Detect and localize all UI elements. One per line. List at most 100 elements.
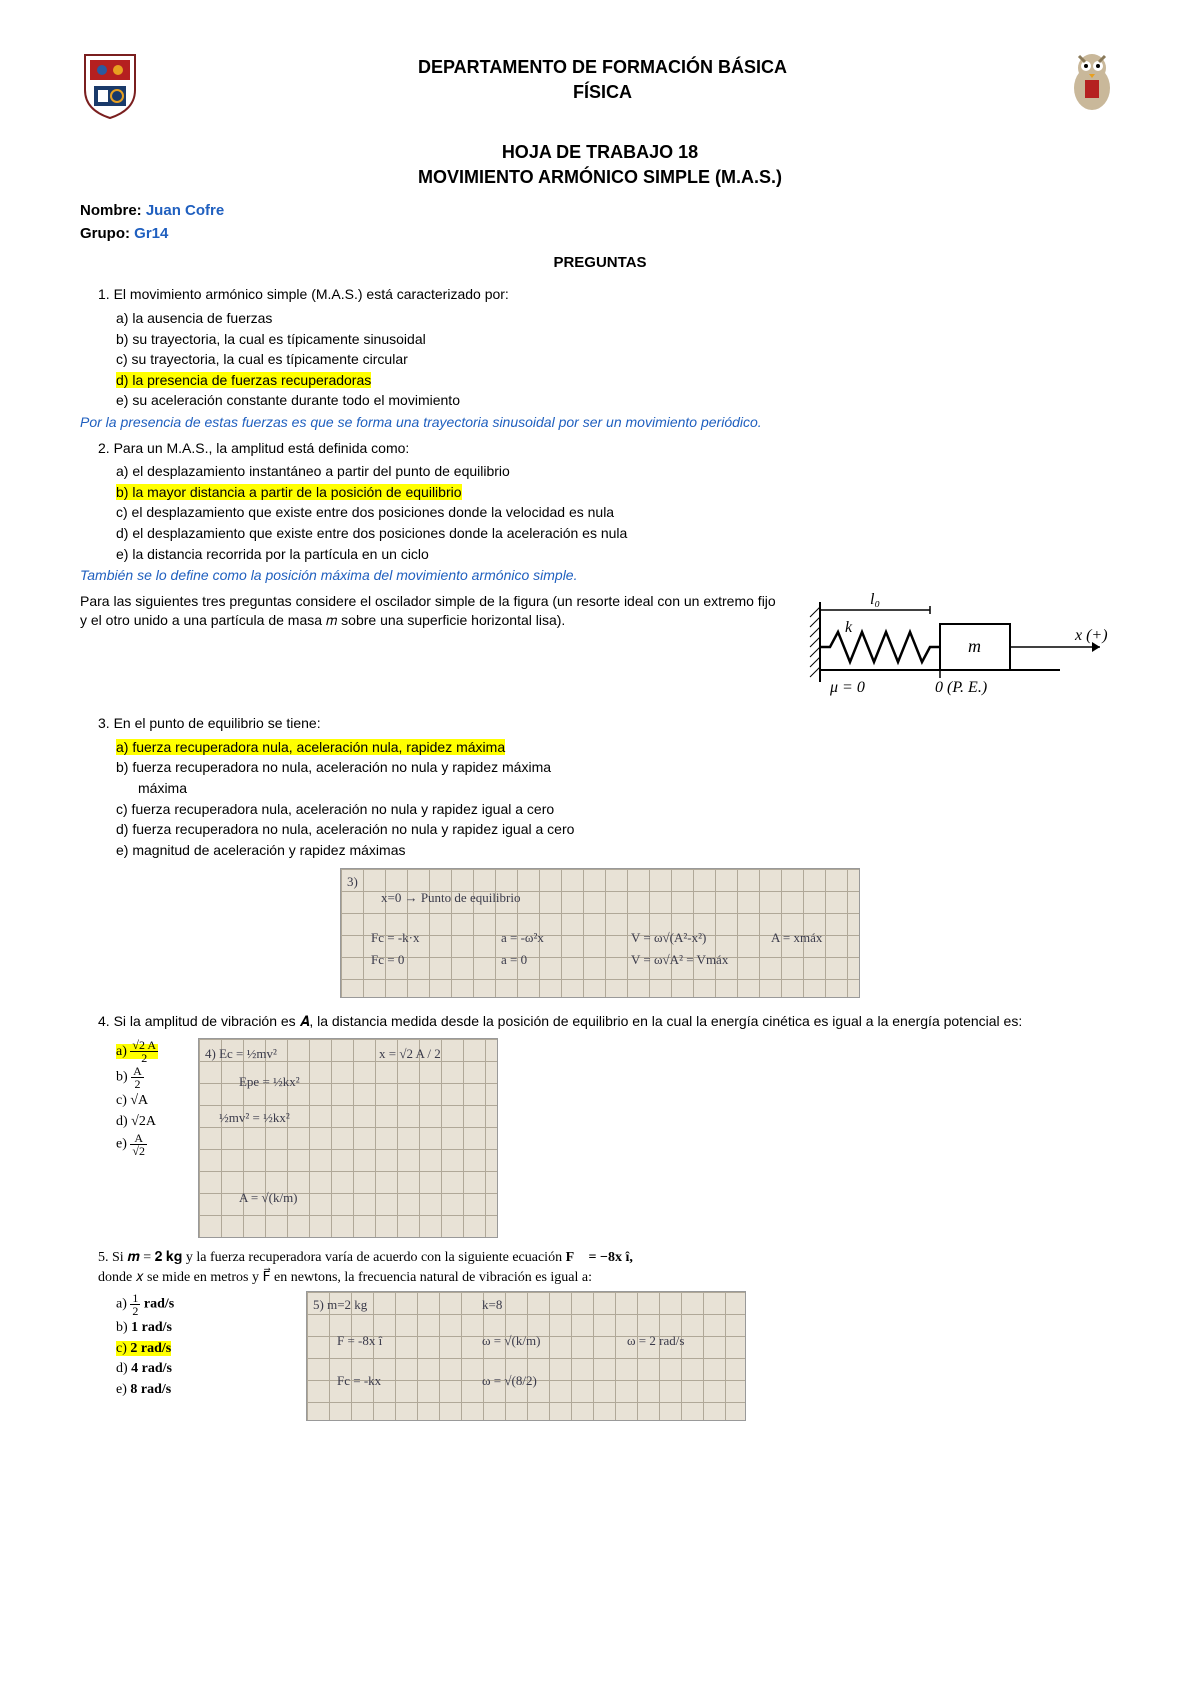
q2-opt-d: d) el desplazamiento que existe entre do… — [116, 524, 1120, 544]
q2-opt-b: b) la mayor distancia a partir de la pos… — [116, 483, 1120, 503]
context-block: Para las siguientes tres preguntas consi… — [80, 592, 1120, 709]
svg-text:x (+): x (+) — [1074, 627, 1108, 644]
svg-text:0 (P. E.): 0 (P. E.) — [935, 679, 987, 696]
q1-opt-e: e) su aceleración constante durante todo… — [116, 391, 1120, 411]
svg-text:μ = 0: μ = 0 — [829, 679, 865, 696]
handwork-4: 4) Ec = ½mv² Epe = ½kx² ½mv² = ½kx² x = … — [198, 1038, 498, 1238]
w5-6: ω = √(8/2) — [482, 1372, 537, 1390]
q5-opt-d: d) 4 rad/s — [116, 1359, 256, 1379]
w3-6: a = 0 — [501, 951, 527, 969]
w3-8: V = ω√A² = Vmáx — [631, 951, 728, 969]
q5-eq: F⃗ = −8x î, — [566, 1250, 633, 1265]
q5-opt-a: a) 12 rad/s — [116, 1292, 256, 1317]
context-text: Para las siguientes tres preguntas consi… — [80, 592, 780, 631]
w3-7: V = ω√(A²-x²) — [631, 929, 706, 947]
question-5: 5. Si 𝒎 = 𝟐 𝐤𝐠 y la fuerza recuperadora … — [98, 1248, 1120, 1287]
question-1: 1. El movimiento armónico simple (M.A.S.… — [98, 285, 1120, 305]
w5-4: k=8 — [482, 1296, 502, 1314]
w4-1: 4) Ec = ½mv² — [205, 1045, 277, 1063]
q3-opt-e: e) magnitud de aceleración y rapidez máx… — [116, 841, 1120, 861]
q4-text: Si la amplitud de vibración es 𝑨, la dis… — [114, 1013, 1023, 1029]
q2-opt-e: e) la distancia recorrida por la partícu… — [116, 545, 1120, 565]
q1-opt-d: d) la presencia de fuerzas recuperadoras — [116, 371, 1120, 391]
q4-row: a) √2 A2 b) A2 c) √A d) √2A e) A√2 4) Ec… — [80, 1038, 1120, 1238]
q5-options: a) 12 rad/s b) 1 rad/s c) 2 rad/s d) 4 r… — [116, 1291, 256, 1400]
q1-opt-c: c) su trayectoria, la cual es típicament… — [116, 350, 1120, 370]
title-line2: MOVIMIENTO ARMÓNICO SIMPLE (M.A.S.) — [80, 165, 1120, 190]
question-4: 4. Si la amplitud de vibración es 𝑨, la … — [98, 1012, 1120, 1032]
q2-options: a) el desplazamiento instantáneo a parti… — [116, 462, 1120, 564]
q2-opt-a: a) el desplazamiento instantáneo a parti… — [116, 462, 1120, 482]
w3-2: x=0 → Punto de equilibrio — [381, 889, 521, 907]
q2-num: 2. — [98, 440, 110, 456]
q2-opt-c: c) el desplazamiento que existe entre do… — [116, 503, 1120, 523]
w4-2: Epe = ½kx² — [239, 1073, 300, 1091]
w5-3: Fc = -kx — [337, 1372, 381, 1390]
dept-title: DEPARTAMENTO DE FORMACIÓN BÁSICA — [140, 55, 1065, 80]
w5-7: ω = 2 rad/s — [627, 1332, 684, 1350]
owl-mascot-icon — [1065, 50, 1120, 115]
q3-num: 3. — [98, 715, 110, 731]
w4-3: ½mv² = ½kx² — [219, 1109, 290, 1127]
q1-opt-a: a) la ausencia de fuerzas — [116, 309, 1120, 329]
handwork-5: 5) m=2 kg F = -8x î Fc = -kx k=8 ω = √(k… — [306, 1291, 746, 1421]
question-3: 3. En el punto de equilibrio se tiene: — [98, 714, 1120, 734]
w3-5: a = -ω²x — [501, 929, 544, 947]
handwork-3: 3) x=0 → Punto de equilibrio Fc = -k·x F… — [340, 868, 860, 998]
q2-text: Para un M.A.S., la amplitud está definid… — [114, 440, 410, 456]
q5-opt-e: e) 8 rad/s — [116, 1380, 256, 1400]
w5-2: F = -8x î — [337, 1332, 382, 1350]
section-heading: PREGUNTAS — [80, 252, 1120, 273]
group-label: Grupo: — [80, 225, 130, 242]
svg-text:k: k — [845, 619, 853, 636]
subject-title: FÍSICA — [140, 80, 1065, 105]
w3-9: A = xmáx — [771, 929, 822, 947]
q5-row: a) 12 rad/s b) 1 rad/s c) 2 rad/s d) 4 r… — [80, 1291, 1120, 1421]
q5-opt-c: c) 2 rad/s — [116, 1339, 256, 1359]
q1-num: 1. — [98, 286, 110, 302]
student-group: Grupo: Gr14 — [80, 223, 1120, 244]
q3-text: En el punto de equilibrio se tiene: — [114, 715, 321, 731]
q4-opt-a: a) √2 A2 — [116, 1039, 158, 1064]
w4-4: x = √2 A / 2 — [379, 1045, 441, 1063]
q3-opt-a: a) fuerza recuperadora nula, aceleración… — [116, 738, 1120, 758]
w3-1: 3) — [347, 873, 358, 891]
q2-explain: También se lo define como la posición má… — [80, 566, 1120, 586]
q3-opt-d: d) fuerza recuperadora no nula, acelerac… — [116, 820, 1120, 840]
q4-opt-d: d) √2A — [116, 1112, 158, 1132]
q1-opt-b: b) su trayectoria, la cual es típicament… — [116, 330, 1120, 350]
q4-opt-b: b) A2 — [116, 1065, 158, 1090]
q4-opt-c: c) √A — [116, 1091, 158, 1111]
w3-4: Fc = 0 — [371, 951, 404, 969]
q4-options: a) √2 A2 b) A2 c) √A d) √2A e) A√2 — [116, 1038, 158, 1158]
q1-options: a) la ausencia de fuerzas b) su trayecto… — [116, 309, 1120, 411]
q5-opt-b: b) 1 rad/s — [116, 1318, 256, 1338]
q3-opt-b-cont: máxima — [138, 779, 1120, 799]
title-line1: HOJA DE TRABAJO 18 — [80, 140, 1120, 165]
q3-options: a) fuerza recuperadora nula, aceleración… — [116, 738, 1120, 861]
q3-opt-b: b) fuerza recuperadora no nula, acelerac… — [116, 758, 1120, 778]
w5-1: 5) m=2 kg — [313, 1296, 367, 1314]
q4-opt-e: e) A√2 — [116, 1132, 158, 1157]
q5-text2: donde 𝑥 se mide en metros y F⃗ en newton… — [98, 1268, 1120, 1288]
group-value: Gr14 — [134, 225, 168, 242]
q3-opt-c: c) fuerza recuperadora nula, aceleración… — [116, 800, 1120, 820]
name-label: Nombre: — [80, 202, 142, 219]
shield-logo-icon — [80, 50, 140, 120]
q5-text1: Si 𝒎 = 𝟐 𝐤𝐠 y la fuerza recuperadora var… — [112, 1250, 566, 1265]
name-value: Juan Cofre — [146, 202, 224, 219]
w3-3: Fc = -k·x — [371, 929, 420, 947]
q5-num: 5. — [98, 1250, 109, 1265]
svg-text:l₀: l₀ — [870, 592, 880, 608]
w5-5: ω = √(k/m) — [482, 1332, 540, 1350]
q1-text: El movimiento armónico simple (M.A.S.) e… — [114, 286, 509, 302]
question-2: 2. Para un M.A.S., la amplitud está defi… — [98, 439, 1120, 459]
header: DEPARTAMENTO DE FORMACIÓN BÁSICA FÍSICA — [80, 50, 1120, 120]
q1-explain: Por la presencia de estas fuerzas es que… — [80, 413, 1120, 433]
q4-num: 4. — [98, 1013, 110, 1029]
student-name: Nombre: Juan Cofre — [80, 200, 1120, 221]
svg-text:m: m — [968, 636, 981, 656]
w4-5: A = √(k/m) — [239, 1189, 298, 1207]
worksheet-title: HOJA DE TRABAJO 18 MOVIMIENTO ARMÓNICO S… — [80, 140, 1120, 190]
spring-diagram: l₀ k m x (+) μ = 0 0 (P. E.) — [800, 592, 1120, 709]
